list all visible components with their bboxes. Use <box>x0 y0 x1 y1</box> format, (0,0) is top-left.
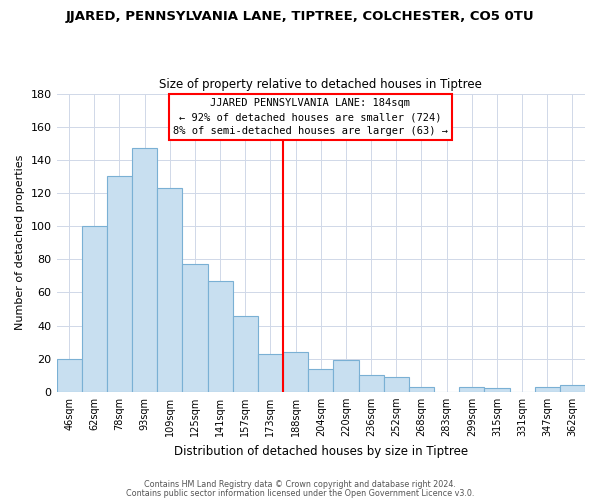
Bar <box>208 281 233 392</box>
Text: Contains HM Land Registry data © Crown copyright and database right 2024.: Contains HM Land Registry data © Crown c… <box>144 480 456 489</box>
Bar <box>233 316 258 392</box>
Y-axis label: Number of detached properties: Number of detached properties <box>15 155 25 330</box>
Text: Contains public sector information licensed under the Open Government Licence v3: Contains public sector information licen… <box>126 488 474 498</box>
Bar <box>560 385 585 392</box>
Bar <box>132 148 157 392</box>
Text: JJARED, PENNSYLVANIA LANE, TIPTREE, COLCHESTER, CO5 0TU: JJARED, PENNSYLVANIA LANE, TIPTREE, COLC… <box>65 10 535 23</box>
Bar <box>258 354 283 392</box>
X-axis label: Distribution of detached houses by size in Tiptree: Distribution of detached houses by size … <box>174 444 468 458</box>
Bar <box>535 387 560 392</box>
Bar <box>359 375 383 392</box>
Bar <box>484 388 509 392</box>
Bar <box>82 226 107 392</box>
Bar <box>283 352 308 392</box>
Bar <box>182 264 208 392</box>
Bar <box>56 358 82 392</box>
Bar <box>409 387 434 392</box>
Bar <box>459 387 484 392</box>
Title: Size of property relative to detached houses in Tiptree: Size of property relative to detached ho… <box>160 78 482 91</box>
Bar <box>383 377 409 392</box>
Bar <box>107 176 132 392</box>
Bar <box>334 360 359 392</box>
Bar <box>157 188 182 392</box>
Text: JJARED PENNSYLVANIA LANE: 184sqm
← 92% of detached houses are smaller (724)
8% o: JJARED PENNSYLVANIA LANE: 184sqm ← 92% o… <box>173 98 448 136</box>
Bar <box>308 368 334 392</box>
